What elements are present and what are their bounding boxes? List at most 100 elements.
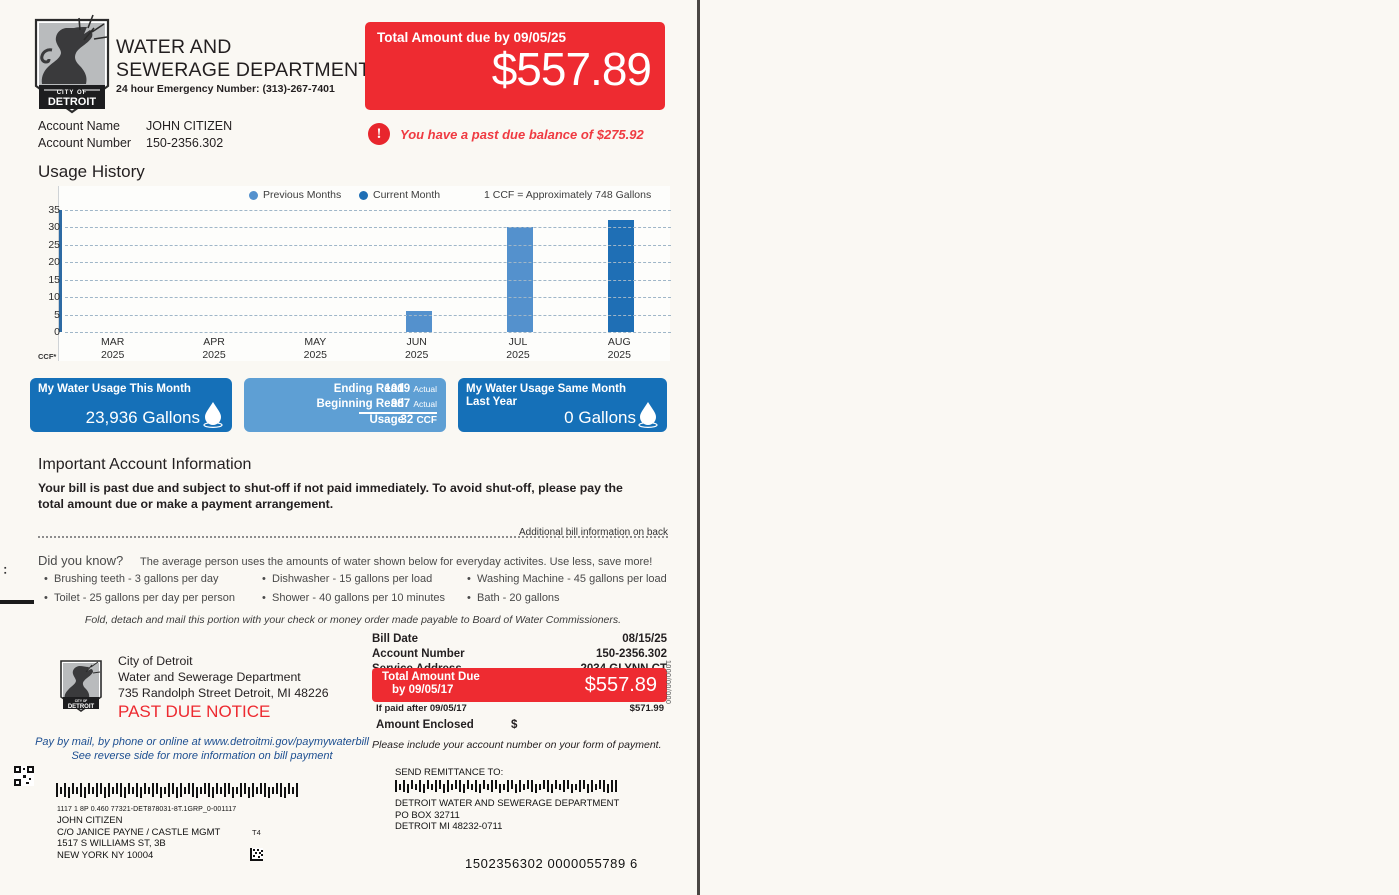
chart-bar-slot [570,210,671,332]
list-item: Washing Machine - 45 gallons per load [467,570,667,589]
stub-address: 735 Randolph Street Detroit, MI 48226 [118,686,329,700]
chart-gridline: 20 [48,256,671,268]
ocr-scanline: 1502356302 0000055789 6 [465,856,638,871]
remit-line: DETROIT MI 48232-0711 [395,821,503,832]
chart-plot-area: 35 30 25 20 15 10 5 0 [48,204,671,338]
pay-line-1: Pay by mail, by phone or online at www.d… [35,736,369,748]
chart-x-year: 2025 [404,349,429,361]
print-alignment-bar [0,600,34,604]
mail-line: JOHN CITIZEN [57,815,123,826]
usage-history-title: Usage History [38,162,145,181]
svg-text:DETROIT: DETROIT [68,704,95,710]
account-number-value: 150-2356.302 [146,136,224,150]
chart-x-month: AUG [607,336,631,348]
stub-if-paid-after-row: If paid after 09/05/17 $571.99 [376,703,664,714]
amount-enclosed-row: Amount Enclosed $ [376,719,664,731]
mail-metadata-line: 1117 1 8P 0.460 77321-DET878031-8T.1GRP_… [57,806,237,813]
usage-history-chart: Previous Months Current Month 1 CCF = Ap… [48,186,671,361]
chart-gridline: 5 [54,309,671,321]
total-amount-due-banner: Total Amount due by 09/05/25 $557.89 [365,22,665,110]
mail-line: NEW YORK NY 10004 [57,849,154,861]
qr-code-icon [14,766,34,786]
amount-enclosed-field[interactable]: $ [511,719,518,731]
pay-by-mail-note: Pay by mail, by phone or online at www.d… [22,735,382,763]
include-account-note: Please include your account number on yo… [372,739,662,751]
past-due-text: You have a past due balance of $275.92 [400,126,644,142]
send-remittance-label: SEND REMITTANCE TO: [395,767,504,778]
usage-last-year-card: My Water Usage Same Month Last Year 0 Ga… [458,378,667,432]
meter-reads-card: Ending Read 1019 Actual Beginning Read 9… [244,378,446,432]
ending-read-unit: Actual [413,384,437,394]
if-paid-after-label: If paid after 09/05/17 [376,703,467,714]
tips-row-2: Toilet - 25 gallons per day per person S… [44,589,674,608]
beginning-read-value: 987 Actual [391,398,437,410]
chart-legend: Previous Months Current Month 1 CCF = Ap… [59,186,671,208]
legend-label-previous: Previous Months [263,189,342,201]
chart-gridline: 30 [48,221,671,233]
svg-text:CITY OF: CITY OF [75,699,88,703]
brand-line-2: SEWERAGE DEPARTMENT [116,59,371,81]
chart-y-tick: 10 [48,291,60,304]
important-info-body: Your bill is past due and subject to shu… [38,481,623,511]
usage-number: 32 [400,414,414,426]
chart-x-tick: JUL 2025 [467,336,568,366]
usage-this-month-title: My Water Usage This Month [38,383,191,395]
fold-detach-note: Fold, detach and mail this portion with … [84,614,622,626]
emergency-number: 24 hour Emergency Number: (313)-267-7401 [116,83,335,95]
brand-line-1: WATER AND [116,36,232,58]
usage-last-year-value: 0 Gallons [564,408,636,427]
did-you-know-label: Did you know? [38,553,124,568]
stub-return-address: City of Detroit Water and Sewerage Depar… [118,653,329,720]
account-name-value: JOHN CITIZEN [146,119,233,133]
chart-y-tick: 35 [48,204,60,216]
chart-x-month: MAY [304,336,327,348]
section-divider-dotted [38,536,668,538]
chart-y-tick: 30 [48,221,60,234]
amount-enclosed-label: Amount Enclosed [376,719,474,731]
usage-this-month-card: My Water Usage This Month 23,936 Gallons [30,378,232,432]
stub-row-value: 150-2356.302 [596,648,667,660]
usage-value: 32 CCF [400,414,437,426]
chart-y-tick: 15 [48,273,60,286]
chart-gridline: 15 [48,274,671,286]
past-due-notice-heading: PAST DUE NOTICE [118,702,271,721]
chart-gridline: 25 [48,239,671,251]
legend-current-month: Current Month [359,189,440,201]
usage-this-month-value: 23,936 Gallons [85,408,200,427]
list-item: Shower - 40 gallons per 10 minutes [262,589,467,608]
bill-page-left: CITY OF DETROIT WATER AND SEWERAGE DEPAR… [0,0,697,895]
stub-total-label-line2: by 09/05/17 [392,684,454,696]
alert-exclamation-icon: ! [368,123,390,145]
usage-last-year-title: My Water Usage Same Month Last Year [466,383,626,408]
chart-gridline: 0 [54,326,671,338]
mailing-address-block: JOHN CITIZEN C/O JANICE PAYNE / CASTLE M… [57,815,220,861]
ending-read-label: Ending Read [333,383,404,395]
legend-dot-current [359,190,368,200]
ending-read-value: 1019 Actual [385,383,437,395]
chart-x-month: APR [203,336,225,348]
intelligent-mail-barcode [56,783,298,798]
ccf-conversion-note: 1 CCF = Approximately 748 Gallons [484,189,651,201]
ccf-note-text: 1 CCF = Approximately 748 Gallons [484,189,652,201]
beginning-read-label: Beginning Read [316,398,404,410]
legend-label-current: Current Month [373,189,441,201]
svg-text:DETROIT: DETROIT [48,96,97,108]
remittance-barcode [395,780,617,793]
list-item: Brushing teeth - 3 gallons per day [44,570,262,589]
chart-y-tick: 20 [48,256,60,269]
remit-line: PO BOX 32711 [395,809,460,821]
chart-bar-slot [368,210,469,332]
stub-city: City of Detroit [118,654,193,668]
stub-total-amount: $557.89 [584,674,657,696]
chart-x-year: 2025 [607,349,631,361]
total-due-label: Total Amount due by 09/05/25 [377,30,567,45]
legend-dot-previous [249,190,258,200]
water-tips-list: Brushing teeth - 3 gallons per day Dishw… [44,570,674,608]
mail-sort-code: T4 [252,828,261,837]
usage-label: Usage [369,414,404,426]
account-name-label: Account Name [38,119,120,133]
chart-y-tick: 0 [54,326,60,338]
chart-gridline: 10 [48,291,671,303]
chart-x-year: 2025 [506,349,530,361]
